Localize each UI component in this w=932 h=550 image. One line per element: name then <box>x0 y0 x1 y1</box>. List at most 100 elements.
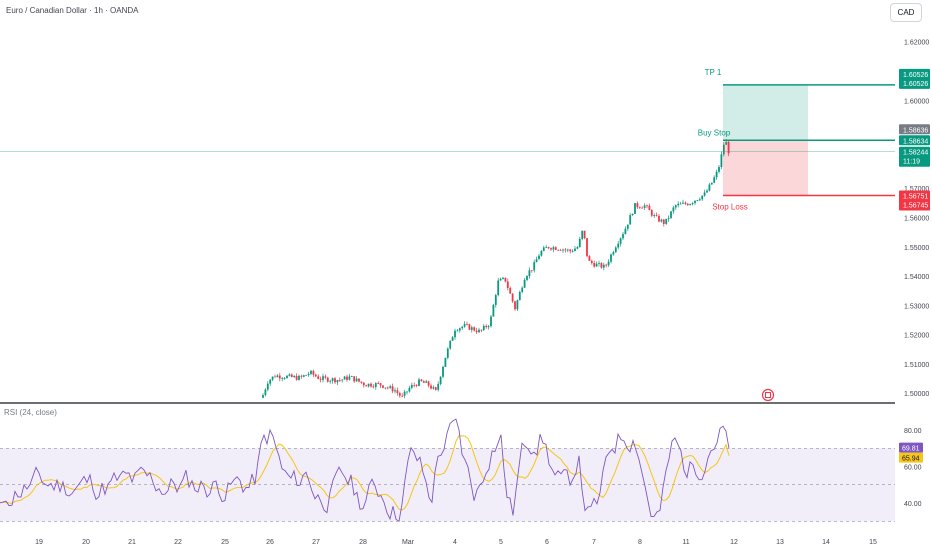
candle-body <box>588 256 591 261</box>
time-tick-label: 6 <box>545 539 549 546</box>
time-tick-label: 22 <box>174 539 182 546</box>
candle-body <box>300 375 303 377</box>
take-profit-zone <box>723 84 808 141</box>
candle-body <box>482 325 485 331</box>
candle-body <box>286 375 288 379</box>
candle-body <box>569 249 572 252</box>
stop-loss-label: Stop Loss <box>712 202 748 211</box>
price-tick-label: 1.60000 <box>904 98 929 105</box>
candle-body <box>302 375 305 377</box>
candle-body <box>463 323 466 327</box>
price-tick-label: 1.56000 <box>904 215 929 222</box>
candle-body <box>310 370 312 374</box>
candle-body <box>430 385 432 389</box>
candle-body <box>470 327 473 330</box>
entry-price-badge-bg <box>899 135 930 146</box>
time-tick-label: 27 <box>312 539 320 546</box>
candle-body <box>574 248 576 252</box>
candle-body <box>593 263 596 267</box>
candle-body <box>624 228 627 235</box>
candle-body <box>466 323 468 325</box>
price-pane: TP 1 Buy Stop Stop Loss <box>0 68 895 402</box>
candle-body <box>410 384 413 388</box>
time-tick-label: 21 <box>128 539 136 546</box>
candle-body <box>403 391 406 396</box>
candle-body <box>617 243 620 248</box>
time-tick-label: 5 <box>499 539 503 546</box>
rsi-indicator-label[interactable]: RSI (24, close) <box>4 408 57 417</box>
candle-body <box>614 247 617 253</box>
candle-body <box>684 202 687 204</box>
candle-body <box>691 203 694 205</box>
price-tick-label: 1.62000 <box>904 40 929 47</box>
candle-body <box>550 248 552 250</box>
candle-body <box>698 199 701 201</box>
currency-button[interactable]: CAD <box>890 3 922 22</box>
candle-body <box>631 213 634 216</box>
candle-body <box>564 249 567 251</box>
candle-body <box>720 154 723 167</box>
take-profit-label: TP 1 <box>705 68 722 77</box>
candle-body <box>367 383 370 387</box>
candle-body <box>288 374 291 376</box>
candle-body <box>353 376 356 382</box>
candle-body <box>636 203 639 208</box>
candle-body <box>538 255 540 260</box>
candle-body <box>341 379 344 381</box>
candle-body <box>629 215 632 225</box>
candle-body <box>667 217 670 219</box>
candle-body <box>605 264 608 266</box>
candle-body <box>446 348 449 358</box>
rsi-tick-label: 40.00 <box>904 501 922 508</box>
candle-body <box>271 376 274 380</box>
candle-body <box>456 330 459 332</box>
candle-body <box>350 376 353 378</box>
time-tick-label: 13 <box>776 539 784 546</box>
candle-body <box>610 254 612 262</box>
candle-body <box>485 325 488 328</box>
candle-body <box>526 276 528 280</box>
candle-body <box>595 263 598 267</box>
candle-body <box>682 202 684 204</box>
candle-body <box>274 376 276 378</box>
candle-body <box>437 383 440 390</box>
candle-body <box>504 277 507 282</box>
candle-body <box>672 207 675 212</box>
candle-body <box>533 262 536 271</box>
time-tick-label: 7 <box>592 539 596 546</box>
candle-body <box>394 390 396 392</box>
price-tick-label: 1.55000 <box>904 245 929 252</box>
stop-loss-badge-bg <box>899 190 930 211</box>
candle-body <box>475 330 478 333</box>
time-tick-label: 4 <box>453 539 457 546</box>
chart-title: Euro / Canadian Dollar · 1h · OANDA <box>6 6 139 15</box>
candle-body <box>298 375 300 380</box>
candle-body <box>290 374 293 377</box>
candle-body <box>377 383 380 384</box>
rsi-ma-badge-bg <box>899 452 923 463</box>
candle-body <box>382 385 384 388</box>
entry-price-badge: 1.58634 <box>899 135 930 146</box>
candle-body <box>355 378 358 382</box>
candle-body <box>708 184 711 191</box>
price-tick-label: 1.54000 <box>904 274 929 281</box>
candle-body <box>266 383 269 390</box>
candle-body <box>502 277 504 279</box>
candle-body <box>401 395 404 397</box>
candle-body <box>638 207 641 208</box>
candle-body <box>312 370 315 375</box>
price-tick-label: 1.57000 <box>904 186 929 193</box>
candle-body <box>281 378 284 380</box>
candle-body <box>576 247 579 249</box>
event-icon-mark <box>765 392 771 398</box>
candle-body <box>706 190 708 193</box>
candle-body <box>689 204 692 206</box>
candle-body <box>696 200 699 201</box>
candle-body <box>547 247 550 249</box>
candle-body <box>598 263 600 264</box>
stop-loss-badge-text: 1.56751 <box>903 193 928 200</box>
candle-body <box>372 386 375 388</box>
candle-body <box>677 203 680 206</box>
candle-body <box>658 215 660 222</box>
